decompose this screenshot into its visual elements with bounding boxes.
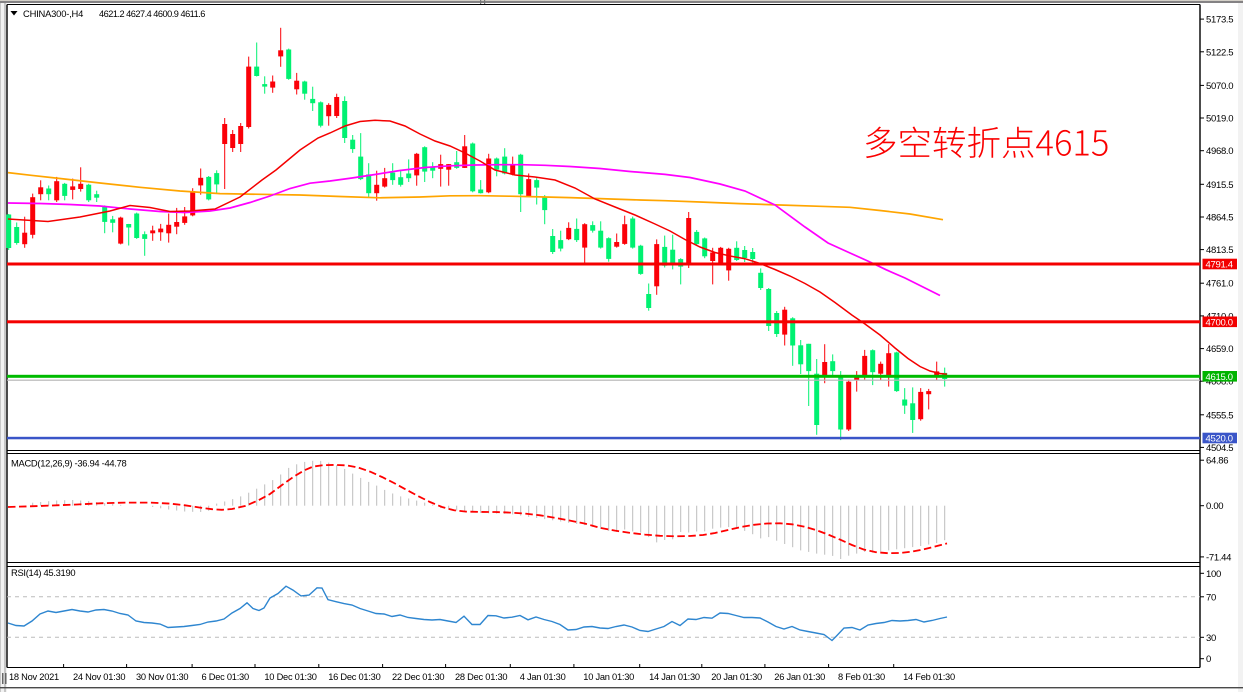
svg-text:4700.0: 4700.0: [1206, 317, 1233, 328]
svg-text:5122.5: 5122.5: [1206, 47, 1233, 58]
svg-text:4915.5: 4915.5: [1206, 180, 1233, 191]
svg-text:4864.5: 4864.5: [1206, 213, 1233, 224]
svg-text:0: 0: [1206, 654, 1211, 665]
svg-text:8 Feb 01:30: 8 Feb 01:30: [838, 672, 885, 682]
svg-text:4791.4: 4791.4: [1206, 260, 1233, 271]
svg-text:24 Nov 01:30: 24 Nov 01:30: [73, 672, 125, 682]
svg-text:4761.0: 4761.0: [1206, 279, 1233, 290]
svg-text:26 Jan 01:30: 26 Jan 01:30: [774, 672, 825, 682]
svg-text:4555.5: 4555.5: [1206, 410, 1233, 421]
svg-text:28 Dec 01:30: 28 Dec 01:30: [455, 672, 507, 682]
svg-text:22 Dec 01:30: 22 Dec 01:30: [392, 672, 444, 682]
svg-text:4621.2 4627.4 4600.9 4611.6: 4621.2 4627.4 4600.9 4611.6: [99, 9, 205, 19]
svg-text:4520.0: 4520.0: [1206, 434, 1233, 445]
svg-text:RSI(14) 45.3190: RSI(14) 45.3190: [11, 567, 75, 578]
svg-text:14 Feb 01:30: 14 Feb 01:30: [903, 672, 955, 682]
svg-text:70: 70: [1206, 592, 1216, 603]
svg-text:4968.0: 4968.0: [1206, 146, 1233, 157]
svg-text:16 Dec 01:30: 16 Dec 01:30: [328, 672, 380, 682]
svg-text:5173.5: 5173.5: [1206, 15, 1233, 26]
svg-text:18 Nov 2021: 18 Nov 2021: [9, 672, 59, 682]
svg-text:64.86: 64.86: [1206, 456, 1228, 467]
svg-text:4659.0: 4659.0: [1206, 344, 1233, 355]
svg-text:0.00: 0.00: [1206, 501, 1223, 512]
svg-text:4615.0: 4615.0: [1206, 372, 1233, 383]
svg-text:4 Jan 01:30: 4 Jan 01:30: [520, 672, 566, 682]
svg-text:4504.5: 4504.5: [1206, 443, 1233, 454]
svg-text:4813.5: 4813.5: [1206, 245, 1233, 256]
svg-text:100: 100: [1206, 569, 1221, 580]
svg-text:10 Dec 01:30: 10 Dec 01:30: [264, 672, 316, 682]
svg-text:6 Dec 01:30: 6 Dec 01:30: [202, 672, 249, 682]
svg-text:30: 30: [1206, 633, 1216, 644]
svg-text:20 Jan 01:30: 20 Jan 01:30: [711, 672, 762, 682]
svg-text:-71.44: -71.44: [1206, 552, 1231, 563]
svg-text:4608.0: 4608.0: [1206, 377, 1233, 388]
svg-text:MACD(12,26,9) -36.94 -44.78: MACD(12,26,9) -36.94 -44.78: [11, 458, 126, 469]
svg-text:CHINA300-,H4: CHINA300-,H4: [23, 8, 83, 19]
svg-text:5070.0: 5070.0: [1206, 81, 1233, 92]
svg-text:5019.0: 5019.0: [1206, 114, 1233, 125]
svg-text:14 Jan 01:30: 14 Jan 01:30: [649, 672, 700, 682]
svg-text:10 Jan 01:30: 10 Jan 01:30: [583, 672, 634, 682]
svg-text:30 Nov 01:30: 30 Nov 01:30: [136, 672, 188, 682]
